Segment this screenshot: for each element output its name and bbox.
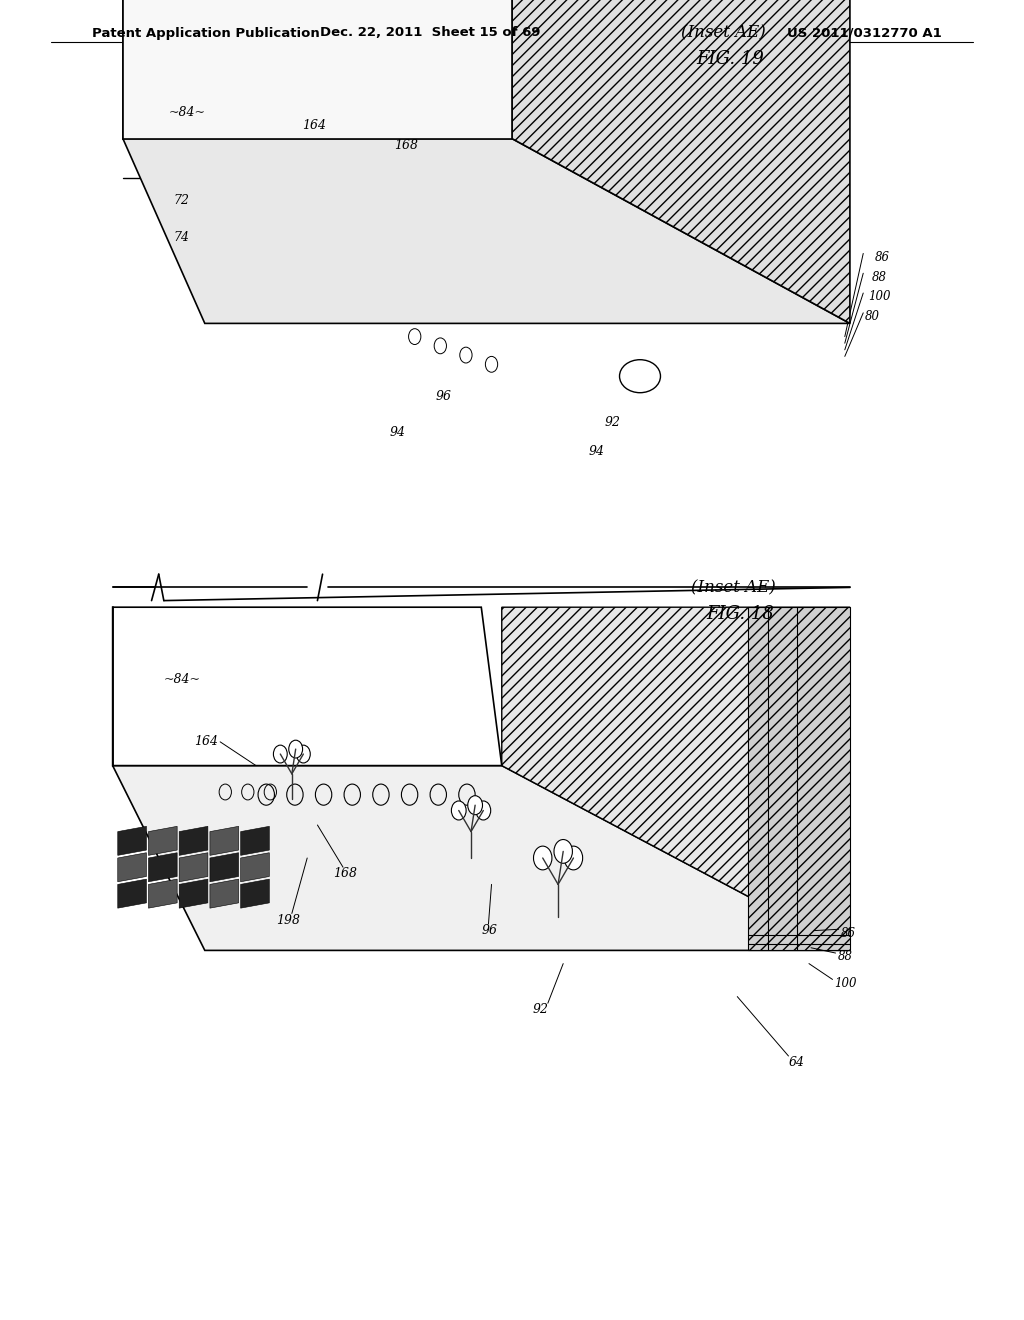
Text: 100: 100 (868, 290, 891, 304)
Circle shape (476, 801, 490, 820)
Text: FIG. 18: FIG. 18 (707, 605, 774, 623)
Text: 164: 164 (302, 119, 326, 132)
Polygon shape (154, 218, 176, 242)
Circle shape (564, 846, 583, 870)
Polygon shape (230, 293, 425, 372)
Circle shape (289, 741, 302, 758)
Polygon shape (364, 172, 389, 191)
Polygon shape (128, 218, 151, 242)
Polygon shape (307, 172, 333, 191)
Text: ~84~: ~84~ (164, 673, 201, 686)
Text: 74: 74 (173, 231, 189, 244)
Polygon shape (456, 333, 589, 388)
Polygon shape (118, 826, 146, 855)
Polygon shape (154, 246, 176, 269)
Polygon shape (179, 826, 208, 855)
Polygon shape (210, 853, 239, 882)
Polygon shape (148, 879, 177, 908)
Polygon shape (251, 297, 486, 356)
Text: ~84~: ~84~ (169, 106, 206, 119)
Polygon shape (123, 139, 850, 323)
Polygon shape (179, 853, 208, 882)
Text: 88: 88 (871, 271, 887, 284)
Text: 72: 72 (173, 194, 189, 207)
Polygon shape (425, 317, 440, 343)
Text: Patent Application Publication: Patent Application Publication (92, 26, 319, 40)
Polygon shape (179, 273, 202, 297)
Text: 92: 92 (604, 416, 621, 429)
Polygon shape (205, 246, 227, 269)
Polygon shape (148, 826, 177, 855)
Polygon shape (118, 879, 146, 908)
Text: 88: 88 (838, 950, 853, 964)
Text: 92: 92 (532, 1003, 549, 1016)
Text: FIG. 19: FIG. 19 (696, 50, 764, 69)
Ellipse shape (620, 359, 660, 393)
Polygon shape (210, 879, 239, 908)
Text: 86: 86 (841, 927, 856, 940)
Text: 64: 64 (788, 1056, 805, 1069)
Polygon shape (113, 106, 850, 290)
Polygon shape (307, 191, 333, 224)
Polygon shape (420, 191, 445, 224)
Polygon shape (179, 218, 202, 242)
Polygon shape (113, 0, 502, 106)
Polygon shape (502, 0, 850, 290)
Text: 96: 96 (435, 389, 452, 403)
Circle shape (554, 840, 572, 863)
Polygon shape (241, 826, 269, 855)
Polygon shape (210, 826, 239, 855)
Polygon shape (241, 853, 269, 882)
Polygon shape (241, 879, 269, 908)
Polygon shape (502, 607, 850, 950)
Text: 94: 94 (589, 445, 605, 458)
Bar (92, 0, 870, 488)
Polygon shape (246, 314, 410, 367)
Circle shape (468, 796, 482, 814)
Polygon shape (205, 218, 227, 242)
Polygon shape (205, 273, 227, 297)
Polygon shape (118, 853, 146, 882)
Circle shape (452, 801, 466, 820)
Text: (Inset AE): (Inset AE) (691, 579, 776, 595)
Circle shape (297, 744, 310, 763)
Text: 80: 80 (865, 310, 881, 323)
Polygon shape (512, 0, 850, 323)
Text: 168: 168 (333, 867, 356, 880)
Polygon shape (420, 172, 445, 191)
Polygon shape (113, 607, 502, 766)
Text: US 2011/0312770 A1: US 2011/0312770 A1 (787, 26, 942, 40)
Polygon shape (179, 246, 202, 269)
Text: 100: 100 (835, 977, 857, 990)
Polygon shape (128, 273, 151, 297)
Polygon shape (148, 853, 177, 882)
Polygon shape (128, 246, 151, 269)
Polygon shape (154, 273, 176, 297)
Text: (Inset AE): (Inset AE) (681, 25, 766, 41)
Polygon shape (123, 0, 512, 139)
Circle shape (273, 744, 287, 763)
Text: 198: 198 (276, 913, 300, 927)
Polygon shape (113, 766, 850, 950)
Polygon shape (179, 879, 208, 908)
Text: 168: 168 (394, 139, 418, 152)
Polygon shape (440, 317, 604, 393)
Polygon shape (205, 290, 512, 370)
Polygon shape (364, 191, 389, 224)
Text: 164: 164 (195, 735, 218, 748)
Circle shape (534, 846, 552, 870)
Text: Dec. 22, 2011  Sheet 15 of 69: Dec. 22, 2011 Sheet 15 of 69 (319, 26, 541, 40)
Text: 86: 86 (874, 251, 890, 264)
Polygon shape (748, 607, 850, 950)
Text: 94: 94 (389, 426, 406, 440)
Text: 96: 96 (481, 924, 498, 937)
